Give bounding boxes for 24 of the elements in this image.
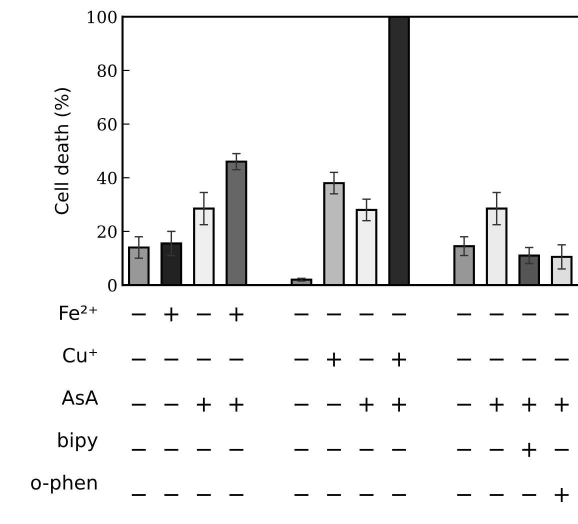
y-tick-label: 60: [98, 118, 117, 131]
y-axis-title: Cell death (%): [54, 88, 71, 214]
category-label: − − + − −: [490, 313, 504, 496]
category-label: − − − − −: [132, 313, 146, 496]
y-tick-label: 0: [108, 279, 117, 292]
y-tick-label: 80: [98, 64, 117, 77]
text: AsA: [62, 390, 98, 405]
category-label: − − − − −: [457, 313, 472, 496]
text: bipy: [58, 432, 98, 452]
y-tick-label: 100: [88, 10, 117, 24]
category-label: + − − − −: [164, 307, 178, 496]
category-label: − − + + −: [522, 313, 536, 496]
text: Fe²⁺: [60, 305, 97, 320]
y-tick-label: 40: [96, 172, 117, 184]
y-tick-label: 20: [98, 225, 117, 238]
category-label: − − + − +: [554, 313, 569, 502]
category-label: − + − − −: [327, 313, 341, 496]
category-label: − − − − −: [294, 313, 308, 496]
text: o-phen: [31, 474, 97, 494]
text: Cu⁺: [63, 348, 97, 363]
category-label: + − + − −: [229, 307, 244, 496]
category-label: − + + − −: [392, 313, 406, 496]
category-label: − − + − −: [360, 313, 374, 496]
category-label: − − + − −: [196, 313, 211, 496]
